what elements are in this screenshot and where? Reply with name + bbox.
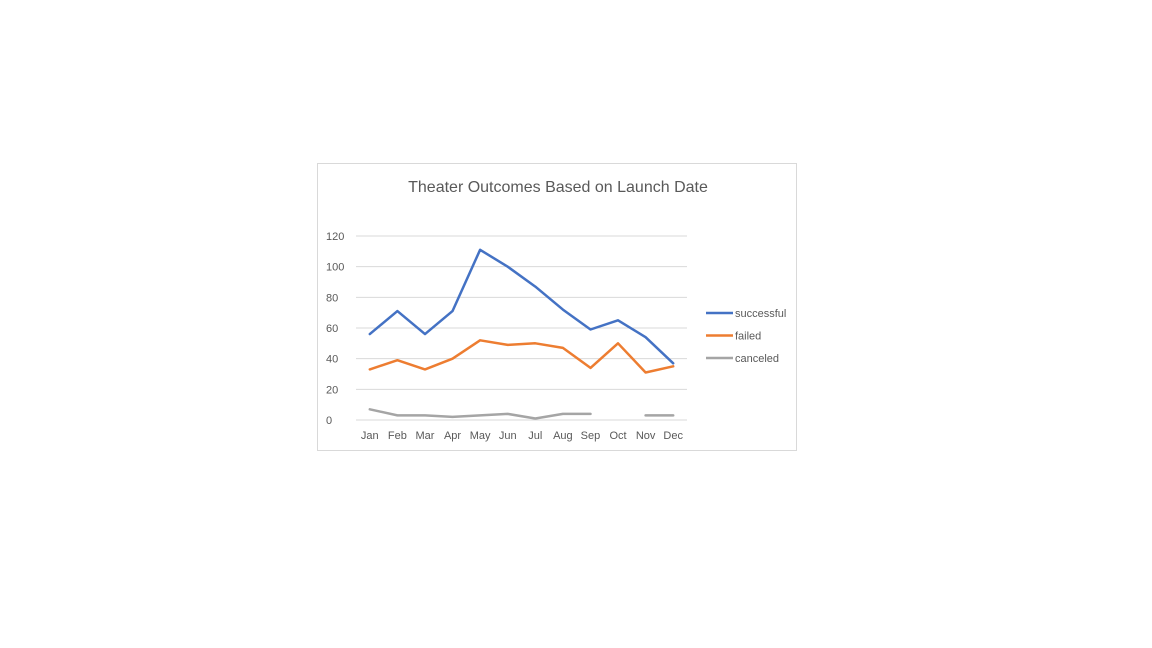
x-tick-label: Aug: [553, 430, 573, 442]
y-tick-label: 60: [326, 323, 338, 335]
legend: successful failed canceled: [706, 308, 786, 365]
y-tick-label: 80: [326, 292, 338, 304]
chart-container: Theater Outcomes Based on Launch Date 0 2…: [317, 163, 797, 451]
y-tick-label: 120: [326, 231, 344, 243]
series-lines: [368, 248, 675, 420]
legend-label: failed: [735, 331, 761, 343]
legend-label: successful: [735, 308, 786, 320]
gridlines: [356, 235, 687, 421]
x-tick-label: Nov: [636, 430, 656, 442]
x-tick-label: Dec: [663, 430, 683, 442]
series-line-failed: [368, 339, 675, 374]
x-tick-label: Apr: [444, 430, 461, 442]
y-axis-ticks: 0 20 40 60 80 100 120: [326, 231, 344, 427]
x-tick-label: Jun: [499, 430, 517, 442]
series-line-canceled: [368, 408, 675, 420]
y-tick-label: 0: [326, 415, 332, 427]
x-tick-label: Jan: [361, 430, 379, 442]
x-tick-label: May: [470, 430, 491, 442]
y-tick-label: 100: [326, 262, 344, 274]
chart-title: Theater Outcomes Based on Launch Date: [408, 179, 708, 196]
series-line-successful: [368, 248, 675, 365]
line-chart: Theater Outcomes Based on Launch Date 0 2…: [326, 179, 786, 442]
x-tick-label: Sep: [581, 430, 601, 442]
x-tick-label: Feb: [388, 430, 407, 442]
y-tick-label: 40: [326, 354, 338, 366]
x-axis-ticks: Jan Feb Mar Apr May Jun Jul Aug Sep Oct Nov Dec: [361, 430, 684, 442]
x-tick-label: Jul: [528, 430, 542, 442]
legend-label: canceled: [735, 353, 779, 365]
y-tick-label: 20: [326, 384, 338, 396]
x-tick-label: Oct: [609, 430, 626, 442]
x-tick-label: Mar: [415, 430, 434, 442]
